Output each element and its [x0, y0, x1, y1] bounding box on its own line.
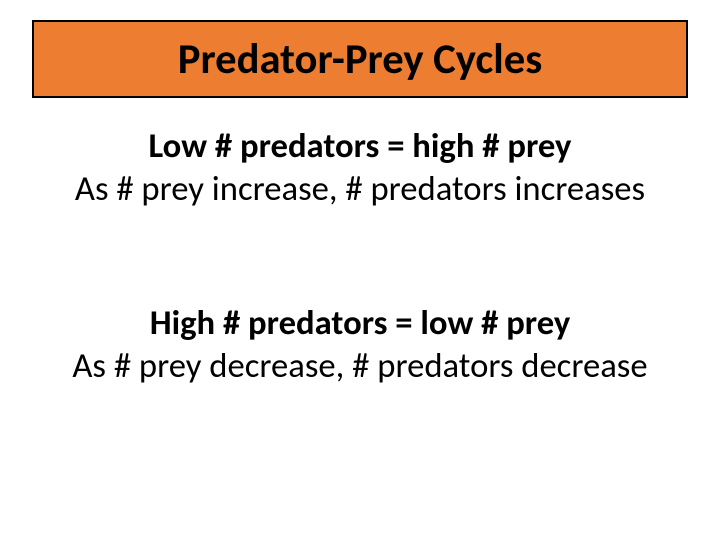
slide: Predator-Prey Cycles Low # predators = h… [0, 0, 720, 540]
title-box: Predator-Prey Cycles [32, 20, 688, 98]
content-area: Low # predators = high # prey As # prey … [56, 125, 664, 388]
block2-line1: High # predators = low # prey [56, 302, 664, 345]
cycle-block-1: Low # predators = high # prey As # prey … [56, 125, 664, 212]
block1-line1: Low # predators = high # prey [56, 125, 664, 168]
slide-title: Predator-Prey Cycles [178, 33, 542, 85]
block1-line2: As # prey increase, # predators increase… [56, 168, 664, 211]
block2-line2: As # prey decrease, # predators decrease [56, 345, 664, 388]
cycle-block-2: High # predators = low # prey As # prey … [56, 302, 664, 389]
